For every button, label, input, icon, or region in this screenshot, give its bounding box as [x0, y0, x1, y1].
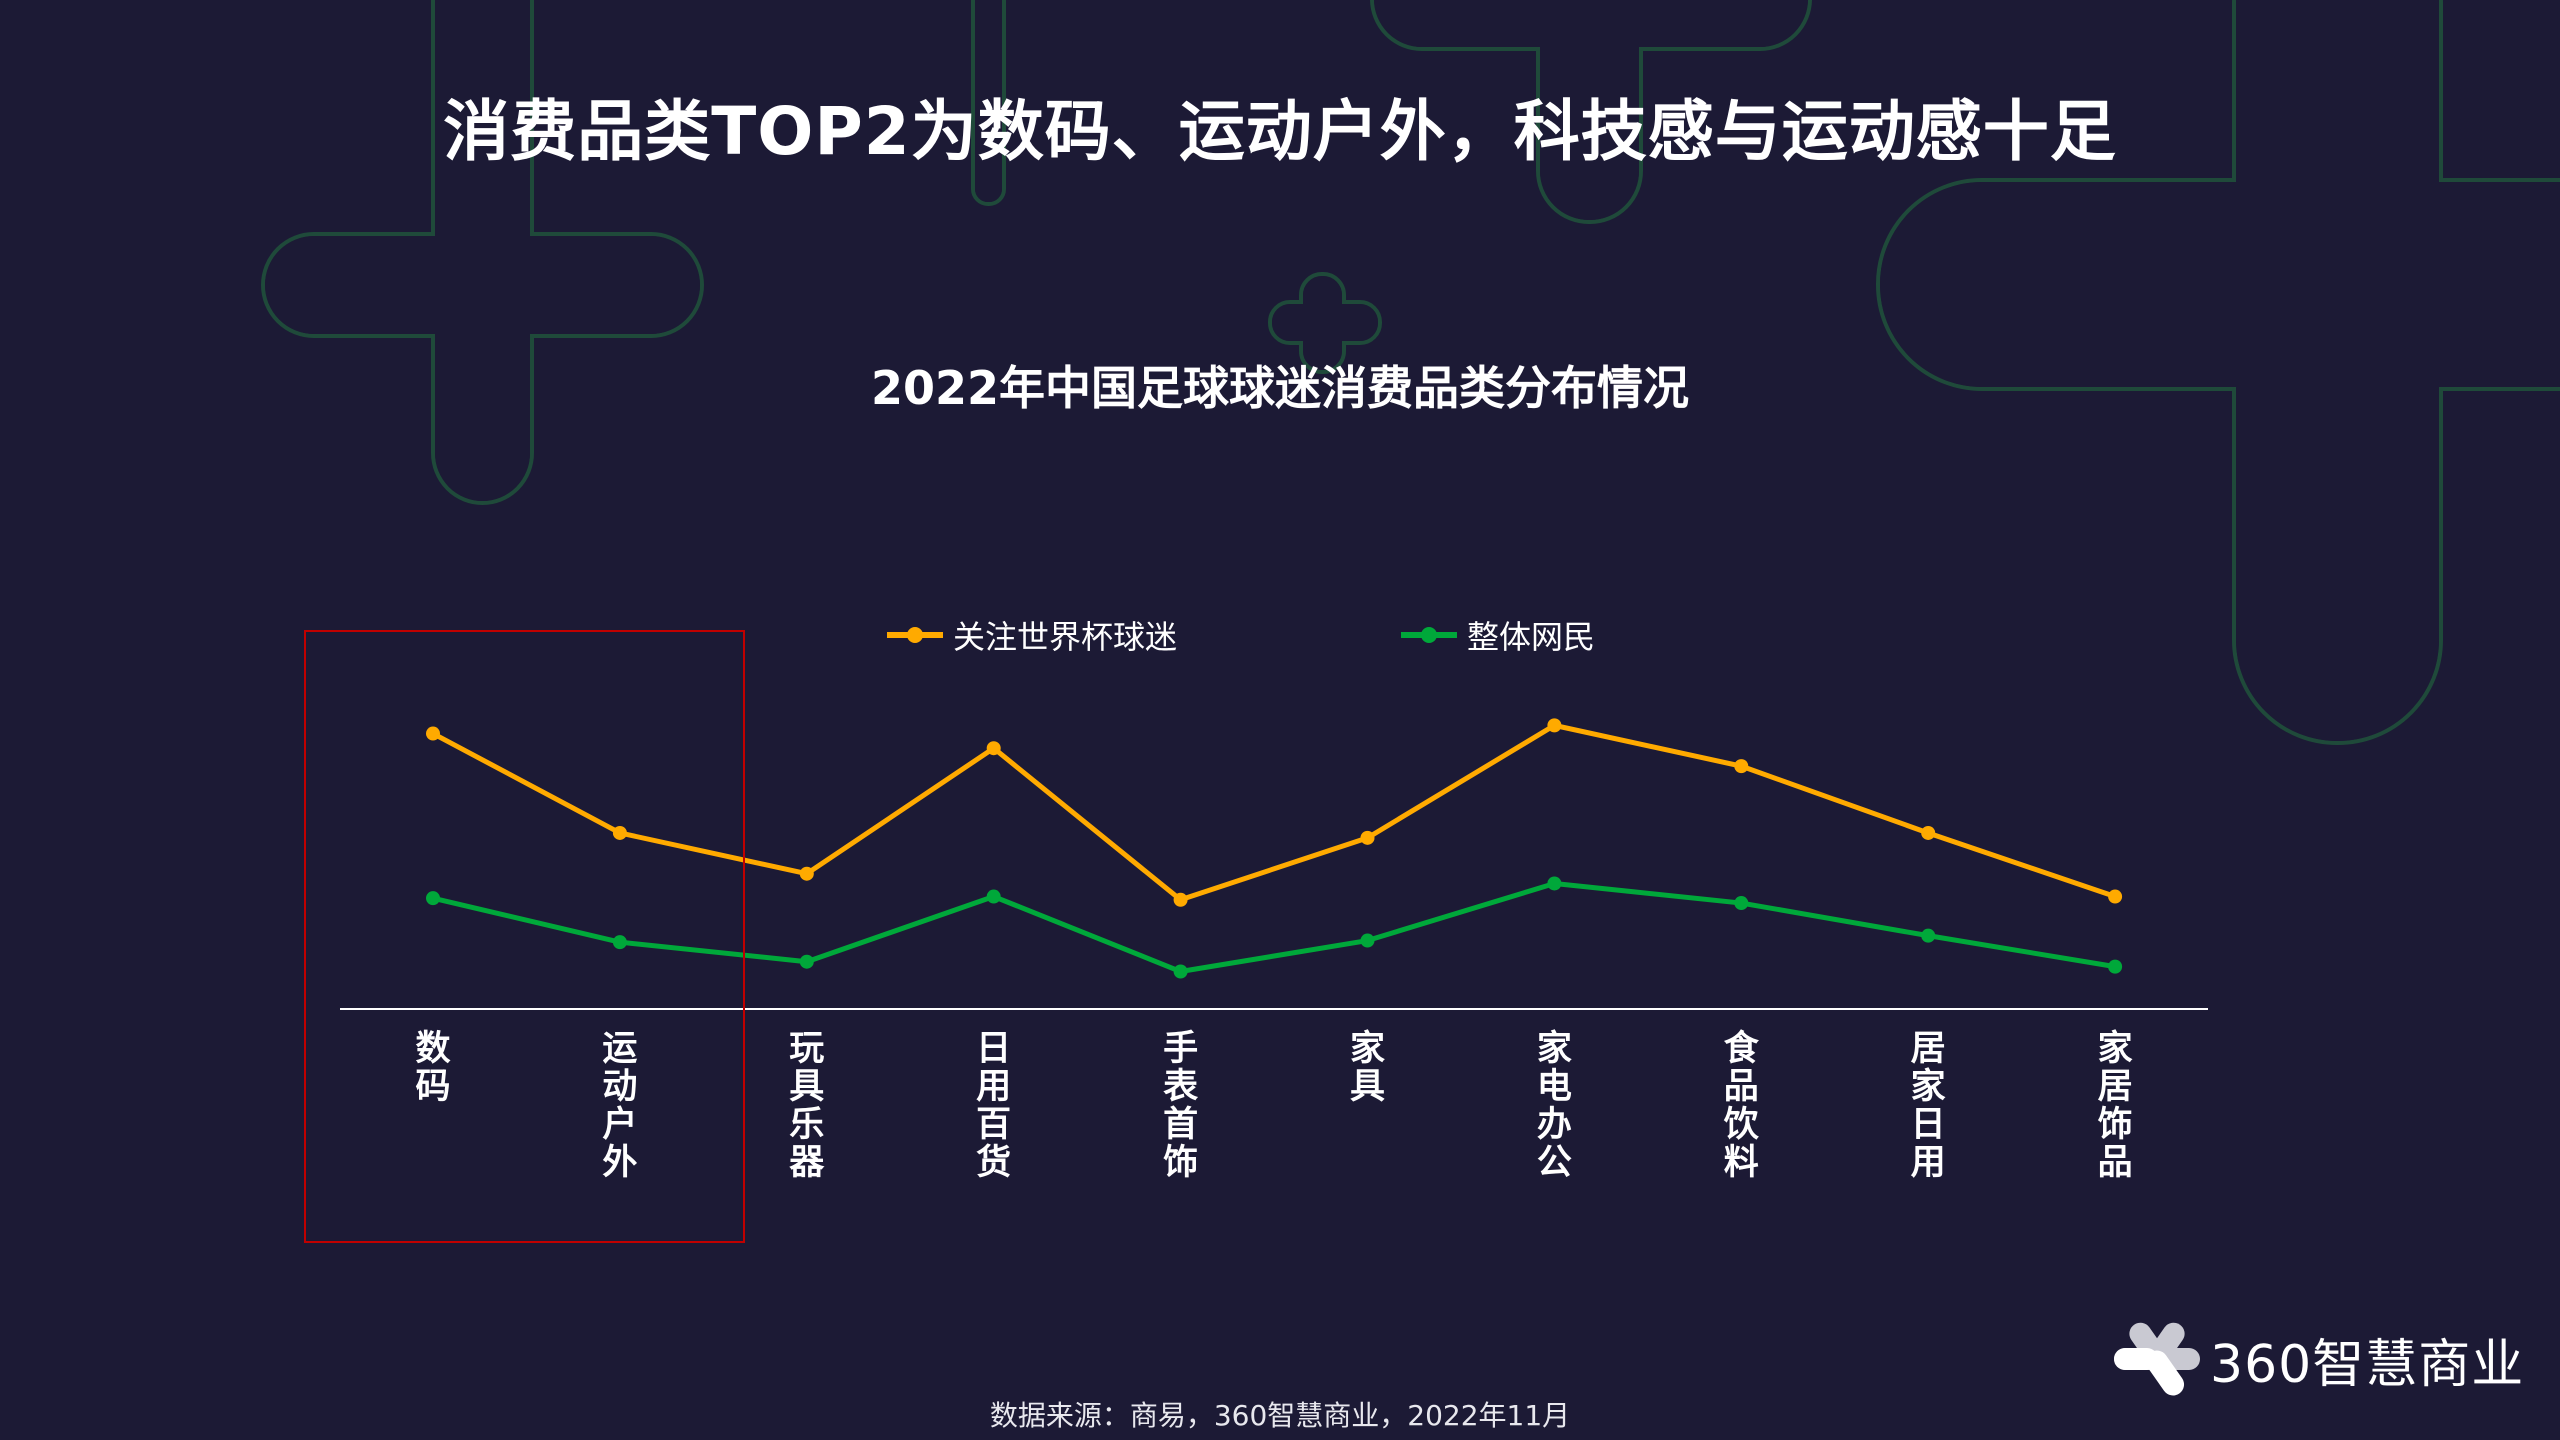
legend-label: 整体网民 [1467, 618, 1596, 656]
data-point [612, 825, 627, 840]
data-point [612, 935, 627, 950]
data-point [799, 954, 814, 969]
data-source: 数据来源：商易，360智慧商业，2022年11月 [989, 1399, 1571, 1432]
data-point [426, 891, 440, 906]
series-line-1 [432, 880, 2116, 975]
x-tick-label: 家居饰品 [2097, 1029, 2133, 1183]
chart-title: 2022年中国足球球迷消费品类分布情况 [870, 361, 1690, 415]
x-tick-label: 食品饮料 [1723, 1029, 1759, 1183]
plus-shape [261, 0, 704, 505]
data-point [1173, 892, 1188, 907]
data-point [986, 889, 1001, 904]
x-tick-label: 手表首饰 [1163, 1029, 1199, 1183]
logo: 360智慧商业 [2112, 1318, 2524, 1400]
legend-label: 关注世界杯球迷 [953, 618, 1178, 656]
legend-item-fans: 关注世界杯球迷 [887, 612, 1177, 658]
x-tick-label: 家电办公 [1536, 1029, 1572, 1183]
x-tick-label: 运动户外 [602, 1029, 638, 1183]
x-tick-label: 日用百货 [976, 1029, 1012, 1183]
plus-shape [1876, 0, 2560, 745]
data-point [1360, 830, 1375, 845]
data-point [986, 741, 1001, 756]
page-title: 消费品类TOP2为数码、运动户外，科技感与运动感十足 [443, 93, 2117, 170]
data-point [1921, 928, 1936, 943]
data-point [1734, 759, 1749, 774]
data-point [1173, 964, 1188, 979]
x-tick-label: 玩具乐器 [789, 1029, 825, 1183]
360-logo-icon [2114, 1322, 2200, 1396]
x-tick-label: 居家日用 [1910, 1029, 1946, 1183]
x-tick-label: 家具 [1349, 1029, 1385, 1107]
data-point [1921, 825, 1936, 840]
logo-text: 360智慧商业 [2210, 1334, 2525, 1395]
data-point [1547, 718, 1562, 733]
data-point [426, 726, 440, 741]
plus-shape [1268, 272, 1382, 374]
data-point [2108, 889, 2123, 904]
data-point [799, 866, 814, 881]
legend-swatch [887, 627, 943, 643]
series-line-0 [431, 722, 2116, 903]
plus-shape [971, 0, 1812, 224]
x-tick-label: 数码 [415, 1029, 451, 1107]
data-point [2108, 959, 2123, 974]
data-point [1734, 896, 1749, 911]
data-point [1547, 876, 1562, 891]
highlight-box [304, 630, 745, 1243]
legend-swatch [1401, 627, 1457, 643]
data-point [1360, 933, 1375, 948]
legend-item-all: 整体网民 [1401, 612, 1595, 658]
